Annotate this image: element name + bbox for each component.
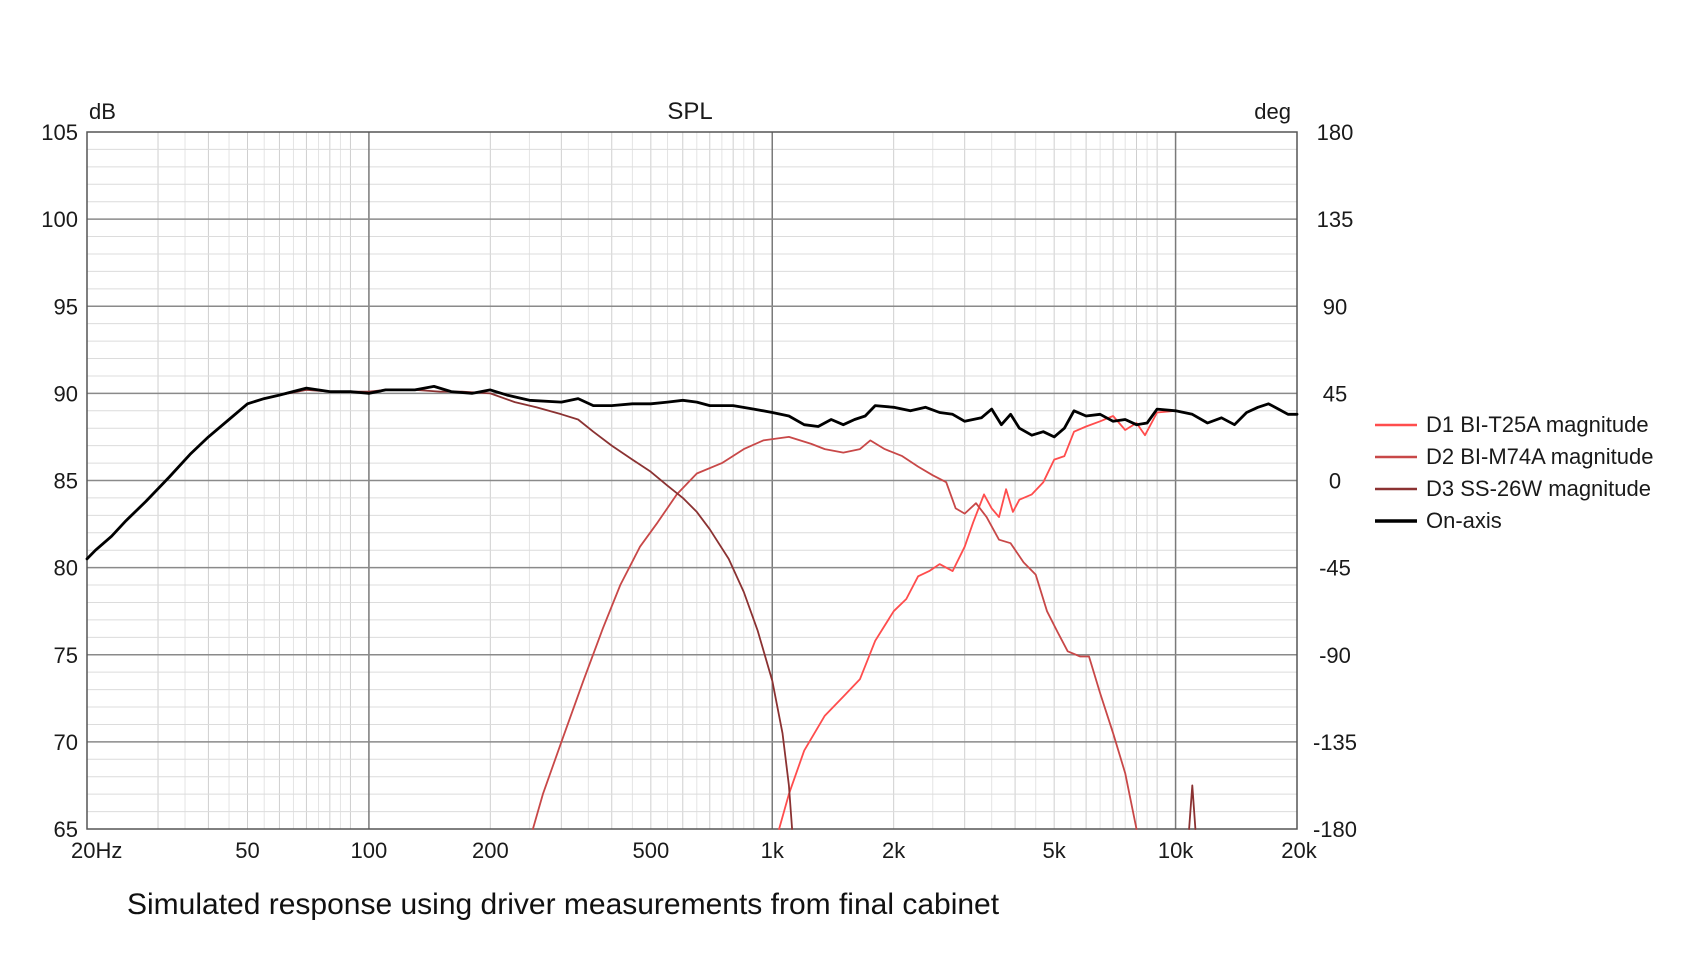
x-tick-label: 20k — [1281, 838, 1317, 863]
figure-caption: Simulated response using driver measurem… — [127, 888, 1000, 921]
legend-entry: D1 BI-T25A magnitude — [1426, 412, 1649, 437]
x-tick-label: 10k — [1158, 838, 1194, 863]
y2-tick-label: 90 — [1323, 294, 1347, 319]
legend-entry: On-axis — [1426, 508, 1502, 533]
y2-tick-labels: 180 135 90 45 0 -45 -90 -135 -180 — [1313, 120, 1357, 842]
x-tick-label: 100 — [351, 838, 388, 863]
legend: D1 BI-T25A magnitude D2 BI-M74A magnitude… — [1375, 412, 1653, 533]
series-layer — [85, 385, 1299, 830]
series-line-d1-bi-t25a-magnitude — [778, 402, 1298, 830]
y2-axis-unit: deg — [1254, 99, 1291, 124]
series-line-d3-ss-26w-magnitude — [86, 389, 793, 830]
y-tick-label: 75 — [54, 643, 78, 668]
y-tick-label: 105 — [41, 120, 78, 145]
y2-tick-label: 180 — [1317, 120, 1354, 145]
y2-tick-label: 0 — [1329, 469, 1341, 494]
legend-entry: D3 SS-26W magnitude — [1426, 476, 1651, 501]
x-tick-label: 200 — [472, 838, 509, 863]
x-tick-label: 50 — [235, 838, 259, 863]
series-line-d3-ss-26w-magnitude — [1188, 784, 1197, 830]
x-tick-label: 5k — [1043, 838, 1067, 863]
y-tick-label: 100 — [41, 207, 78, 232]
y2-tick-label: -45 — [1319, 556, 1351, 581]
y-tick-label: 65 — [54, 817, 78, 842]
legend-entry: D2 BI-M74A magnitude — [1426, 444, 1653, 469]
y-tick-label: 80 — [54, 556, 78, 581]
x-tick-labels: 20Hz 50 100 200 500 1k 2k 5k 10k 20k — [71, 838, 1318, 863]
plot-frame — [86, 131, 1298, 830]
x-tick-label: 1k — [761, 838, 785, 863]
y2-tick-label: -90 — [1319, 643, 1351, 668]
major-gridlines — [87, 132, 1297, 829]
x-tick-label: 2k — [882, 838, 906, 863]
y2-tick-label: 135 — [1317, 207, 1354, 232]
y2-tick-label: -180 — [1313, 817, 1357, 842]
x-tick-label: 500 — [632, 838, 669, 863]
chart-title: SPL — [667, 98, 712, 125]
y-axis-unit: dB — [89, 99, 116, 124]
series-line-d2-bi-m74a-magnitude — [532, 436, 1138, 830]
x-tick-label: 20Hz — [71, 838, 122, 863]
y-tick-labels: 105 100 95 90 85 80 75 70 65 — [41, 120, 78, 842]
y-tick-label: 90 — [54, 381, 78, 406]
series-line-on-axis — [85, 385, 1299, 561]
y-tick-label: 95 — [54, 294, 78, 319]
y2-tick-label: -135 — [1313, 730, 1357, 755]
y2-tick-label: 45 — [1323, 381, 1347, 406]
y-tick-label: 85 — [54, 469, 78, 494]
y-tick-label: 70 — [54, 730, 78, 755]
